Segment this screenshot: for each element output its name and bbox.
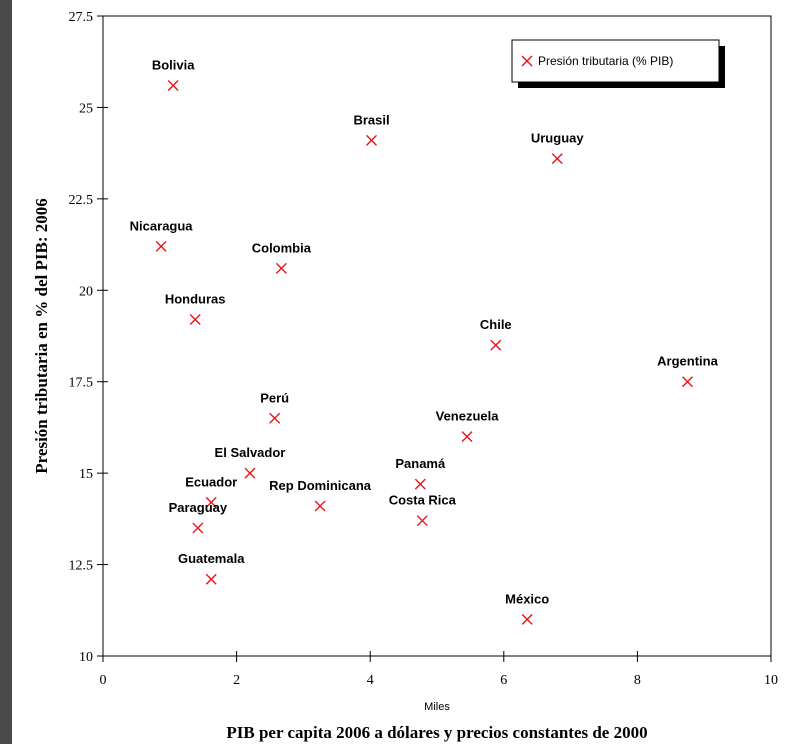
x-axis-title: PIB per capita 2006 a dólares y precios … bbox=[226, 723, 647, 742]
data-point bbox=[269, 412, 281, 424]
data-point bbox=[244, 467, 256, 479]
point-label: Brasil bbox=[353, 112, 389, 127]
x-marker-stroke bbox=[205, 496, 217, 508]
x-tick-label: 8 bbox=[634, 673, 641, 688]
point-label: Uruguay bbox=[531, 131, 585, 146]
point-label: Costa Rica bbox=[389, 493, 457, 508]
plot-border bbox=[102, 15, 772, 657]
data-point bbox=[314, 500, 326, 512]
y-tick-label: 15 bbox=[79, 467, 93, 482]
x-unit-label: Miles bbox=[424, 701, 450, 713]
x-marker-stroke bbox=[189, 314, 201, 326]
point-label: Colombia bbox=[252, 240, 312, 255]
data-point bbox=[521, 613, 533, 625]
x-marker-stroke bbox=[205, 573, 217, 585]
point-label: Nicaragua bbox=[130, 218, 194, 233]
x-marker-stroke bbox=[269, 412, 281, 424]
point-label: Honduras bbox=[165, 292, 226, 307]
y-tick-label: 10 bbox=[79, 650, 93, 665]
x-tick-label: 10 bbox=[764, 673, 778, 688]
x-marker-stroke bbox=[244, 467, 256, 479]
data-point bbox=[205, 573, 217, 585]
point-label: Bolivia bbox=[152, 57, 195, 72]
x-tick-label: 6 bbox=[500, 673, 507, 688]
data-point bbox=[275, 262, 287, 274]
x-marker-stroke bbox=[414, 478, 426, 490]
point-label: Ecuador bbox=[185, 474, 237, 489]
x-marker-stroke bbox=[521, 613, 533, 625]
data-point bbox=[205, 496, 217, 508]
x-marker-stroke bbox=[682, 376, 693, 388]
data-point bbox=[490, 339, 502, 351]
data-point bbox=[189, 314, 201, 326]
data-point bbox=[461, 431, 473, 443]
point-label: Chile bbox=[480, 317, 512, 332]
x-marker-stroke bbox=[416, 515, 428, 527]
point-label: Panamá bbox=[395, 456, 446, 471]
point-label: Guatemala bbox=[178, 551, 245, 566]
legend-marker-stroke bbox=[521, 55, 533, 67]
x-marker-stroke bbox=[155, 240, 167, 252]
x-tick-label: 2 bbox=[233, 673, 240, 688]
point-label: Argentina bbox=[657, 354, 718, 369]
y-tick-label: 20 bbox=[79, 284, 93, 299]
y-tick-label: 12.5 bbox=[69, 559, 94, 574]
legend-box bbox=[511, 39, 720, 83]
x-marker-stroke bbox=[314, 500, 326, 512]
x-marker-stroke bbox=[490, 339, 502, 351]
legend-label: Presión tributaria (% PIB) bbox=[538, 54, 673, 68]
data-point bbox=[366, 134, 378, 146]
point-label: Perú bbox=[260, 390, 289, 405]
data-point bbox=[155, 240, 167, 252]
x-marker-stroke bbox=[275, 262, 287, 274]
x-marker-stroke bbox=[461, 431, 473, 443]
x-marker-stroke bbox=[192, 522, 204, 534]
x-marker-stroke bbox=[551, 153, 563, 165]
data-points: Bolivia Brasil Uruguay Nicaragua Colombia Hon… bbox=[130, 57, 719, 625]
data-point bbox=[682, 376, 693, 388]
y-tick-label: 22.5 bbox=[69, 193, 94, 208]
point-label: Rep Dominicana bbox=[269, 478, 372, 493]
y-axis: 10 12.5 15 17.5 20 22.5 25 27.5 bbox=[69, 10, 108, 665]
point-label: Venezuela bbox=[436, 409, 500, 424]
y-tick-label: 27.5 bbox=[69, 10, 94, 25]
point-label: El Salvador bbox=[215, 445, 286, 460]
y-tick-label: 17.5 bbox=[69, 376, 94, 391]
left-edge-bar bbox=[0, 0, 12, 744]
x-marker-stroke bbox=[167, 79, 179, 91]
legend: Presión tributaria (% PIB) bbox=[511, 39, 725, 88]
y-tick-label: 25 bbox=[79, 101, 93, 116]
data-point bbox=[414, 478, 426, 490]
data-point bbox=[192, 522, 204, 534]
point-label: México bbox=[505, 591, 549, 606]
data-point bbox=[167, 79, 179, 91]
data-point bbox=[416, 515, 428, 527]
data-point bbox=[551, 153, 563, 165]
x-axis: 0 2 4 6 8 10 bbox=[100, 651, 778, 688]
x-marker-stroke bbox=[366, 134, 378, 146]
x-tick-label: 0 bbox=[100, 673, 107, 688]
y-axis-title: Presión tributaria en % del PIB: 2006 bbox=[32, 198, 51, 473]
x-tick-label: 4 bbox=[367, 673, 374, 688]
plot-area bbox=[102, 15, 772, 657]
point-label: Paraguay bbox=[169, 500, 228, 515]
